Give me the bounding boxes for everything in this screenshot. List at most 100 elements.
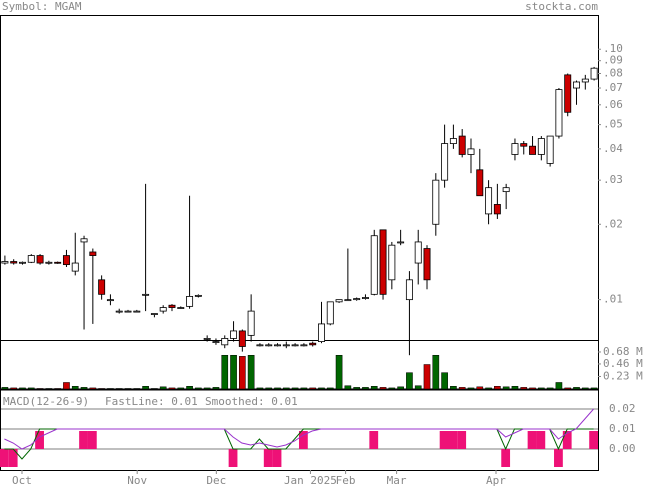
- volume-bar: [1, 387, 9, 390]
- volume-bar: [370, 386, 378, 390]
- candle-body: [370, 235, 378, 295]
- y-tick-label: 0.68 M: [603, 345, 643, 358]
- volume-bar: [159, 386, 167, 390]
- volume-bar: [230, 354, 237, 390]
- volume-bar: [203, 387, 211, 390]
- candle-body: [230, 330, 238, 339]
- volume-bar: [54, 388, 61, 390]
- candle-body: [573, 81, 580, 89]
- volume-bar: [414, 385, 422, 390]
- candle-body: [80, 238, 88, 243]
- candle-body: [449, 138, 457, 144]
- candle-body: [414, 241, 422, 264]
- macd-histogram-bar: [263, 449, 273, 467]
- candle-body: [168, 304, 176, 308]
- volume-bar: [89, 387, 97, 390]
- candle-body: [282, 344, 290, 347]
- y-tick-label: 0.23 M: [603, 369, 643, 382]
- macd-title: MACD(12-26-9): [3, 395, 89, 408]
- volume-bar: [177, 387, 185, 390]
- candle-body: [529, 145, 537, 155]
- volume-bar: [124, 388, 132, 390]
- volume-bar: [142, 386, 149, 390]
- candle-body: [238, 330, 246, 347]
- macd-histogram-bar: [299, 431, 308, 449]
- candle-body: [309, 342, 317, 346]
- candle-body: [27, 255, 35, 263]
- candle-body: [203, 338, 211, 340]
- volume-bar: [274, 387, 281, 390]
- site-name: stockta.com: [525, 0, 598, 13]
- volume-bar: [107, 388, 114, 390]
- volume-bar: [300, 387, 308, 390]
- candle-body: [423, 248, 431, 281]
- candle-body: [353, 298, 361, 301]
- candle-body: [274, 344, 281, 347]
- candle-body: [19, 261, 26, 264]
- candle-body: [458, 135, 466, 155]
- volume-bar: [502, 386, 510, 390]
- candle-body: [265, 344, 273, 347]
- macd-histogram-bar: [448, 431, 458, 449]
- y-tick-label: 0.00: [609, 442, 636, 455]
- macd-histogram-bar: [369, 431, 379, 449]
- x-tick-label: Oct: [12, 474, 32, 486]
- volume-bar: [27, 387, 35, 390]
- volume-bar: [467, 387, 475, 390]
- volume-bar: [168, 387, 176, 390]
- volume-bar: [151, 388, 158, 390]
- legend-label: FastLine: 0.01: [105, 395, 198, 408]
- volume-bar: [80, 387, 88, 390]
- candle-body: [485, 187, 493, 215]
- candle-body: [62, 255, 70, 266]
- volume-bar: [379, 387, 387, 390]
- volume-bar: [450, 386, 457, 390]
- x-tick-label: Feb: [336, 474, 356, 486]
- candle-body: [291, 344, 299, 347]
- volume-bar: [423, 364, 431, 390]
- candle-body: [98, 279, 106, 295]
- candle-body: [361, 297, 369, 299]
- volume-bar: [291, 387, 299, 390]
- macd-histogram-bar: [501, 449, 511, 467]
- candle-body: [546, 135, 554, 164]
- volume-bar: [115, 388, 123, 390]
- candle-body: [326, 301, 334, 325]
- candle-body: [89, 251, 97, 256]
- candle-body: [493, 204, 501, 215]
- y-tick-label: .03: [603, 173, 623, 186]
- macd-histogram-bar: [554, 449, 563, 467]
- candle-body: [71, 262, 79, 272]
- candle-body: [520, 143, 528, 147]
- y-tick-label: .06: [603, 98, 623, 111]
- candle-body: [115, 310, 123, 313]
- macd-histogram-bar: [79, 431, 88, 449]
- volume-bar: [590, 387, 598, 390]
- candle-body: [581, 78, 589, 83]
- volume-bar: [221, 354, 229, 390]
- volume-bar: [476, 386, 484, 390]
- candle-body: [186, 296, 194, 307]
- volume-bar: [520, 387, 528, 390]
- macd-histogram-bar: [272, 449, 282, 467]
- macd-histogram-bar: [87, 431, 97, 449]
- candle-body: [564, 74, 572, 113]
- volume-bar: [564, 387, 572, 390]
- volume-bar: [555, 382, 563, 390]
- volume-bar: [388, 387, 396, 390]
- volume-bar: [511, 386, 519, 390]
- y-tick-label: .07: [603, 81, 623, 94]
- candle-body: [467, 148, 475, 155]
- candle-body: [397, 241, 405, 244]
- volume-bar: [309, 387, 317, 390]
- volume-bar: [247, 354, 255, 390]
- candle-body: [45, 261, 53, 264]
- volume-bar: [432, 354, 440, 390]
- macd-histogram-bar: [228, 449, 238, 467]
- candle-body: [133, 310, 141, 313]
- candle-body: [511, 143, 519, 155]
- candle-body: [300, 344, 308, 347]
- candle-body: [502, 187, 510, 193]
- candle-body: [344, 299, 352, 302]
- volume-bar: [63, 382, 70, 390]
